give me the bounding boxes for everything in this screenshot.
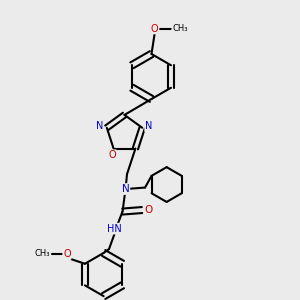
Text: CH₃: CH₃ [34, 249, 50, 258]
Text: N: N [96, 121, 103, 131]
Text: N: N [145, 121, 152, 131]
Text: CH₃: CH₃ [172, 24, 188, 33]
Text: O: O [108, 150, 116, 160]
Text: O: O [63, 249, 71, 259]
Text: HN: HN [107, 224, 122, 234]
Text: N: N [122, 184, 129, 194]
Text: O: O [145, 205, 153, 215]
Text: O: O [151, 23, 159, 34]
